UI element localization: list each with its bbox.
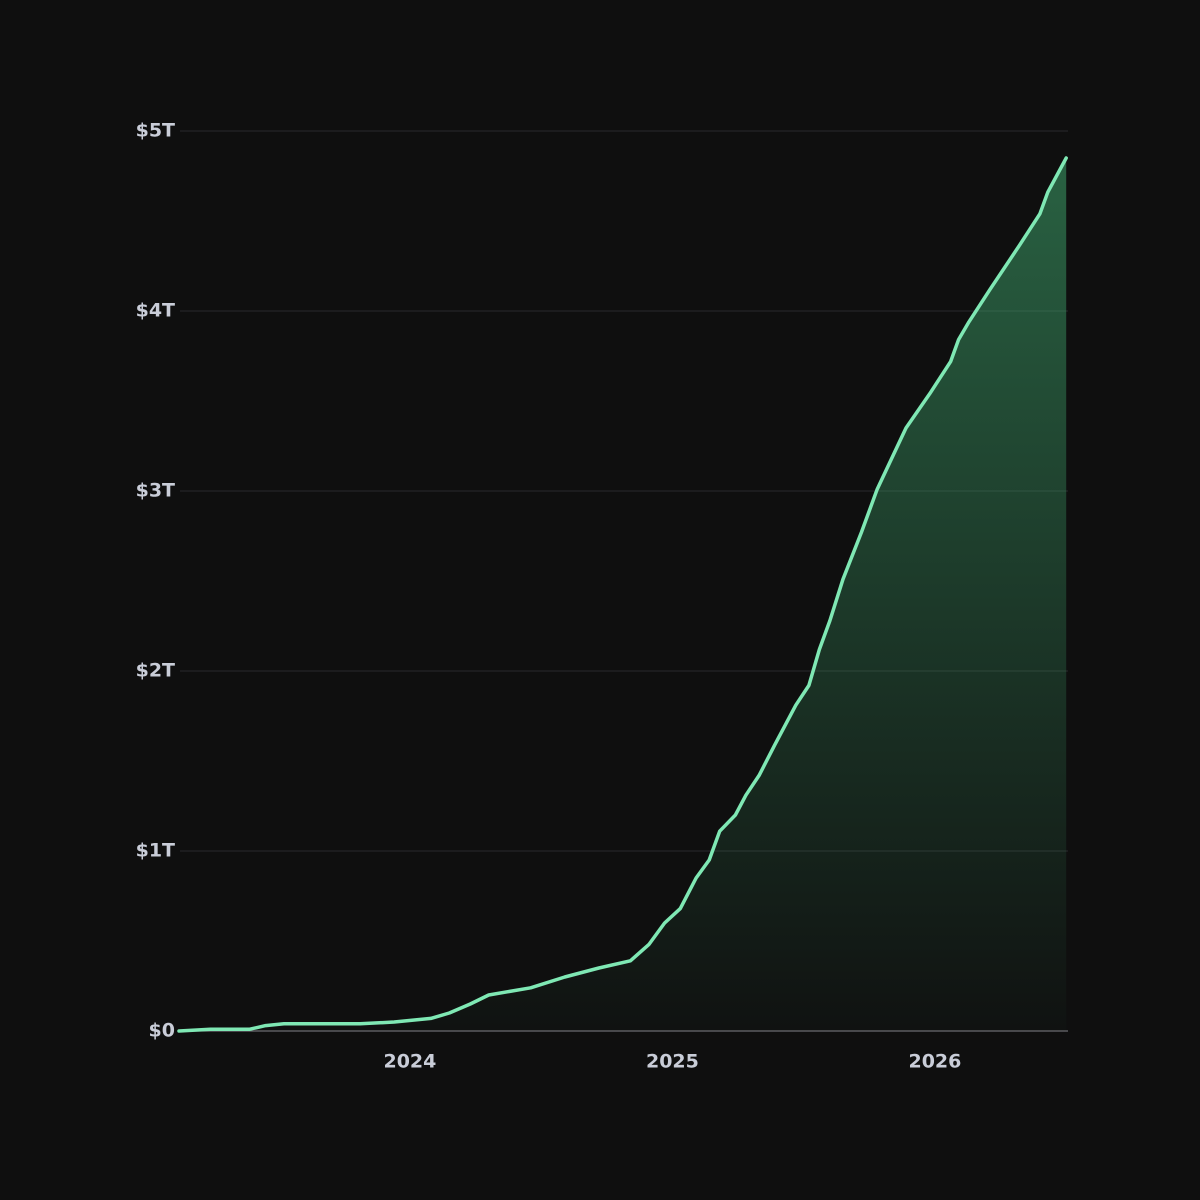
area-fill [179, 158, 1067, 1031]
x-tick-label: 2026 [908, 1051, 961, 1073]
y-tick-label: $4T [136, 300, 175, 322]
x-tick-label: 2025 [646, 1051, 699, 1073]
y-tick-label: $1T [136, 840, 175, 862]
y-tick-label: $0 [149, 1020, 175, 1042]
y-tick-label: $3T [136, 480, 175, 502]
line [177, 156, 1068, 1033]
y-tick-label: $5T [136, 120, 175, 142]
y-tick-label: $2T [136, 660, 175, 682]
x-tick-label: 2024 [383, 1051, 436, 1073]
